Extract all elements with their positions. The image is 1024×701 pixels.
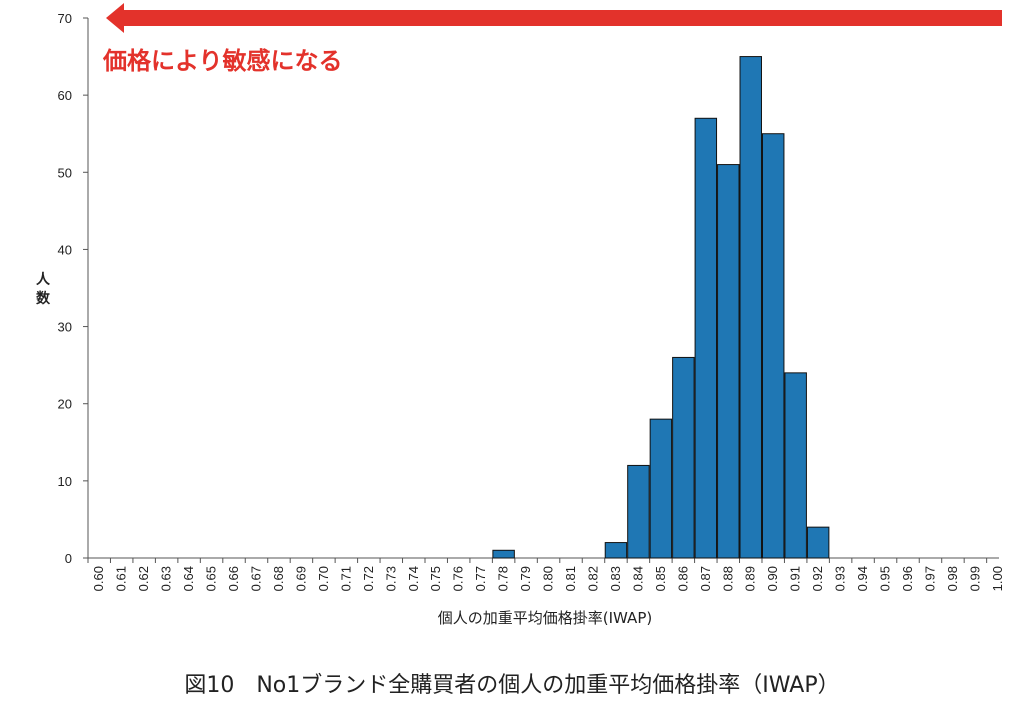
bar-0.87: [694, 117, 718, 559]
x-tick-label: 0.67: [248, 566, 263, 591]
bar-0.92: [806, 526, 830, 559]
x-tick-label: 0.81: [563, 566, 578, 591]
x-tick-label: 0.98: [945, 566, 960, 591]
x-tick-label: 1.00: [990, 566, 1005, 591]
x-tick-label: 0.90: [765, 566, 780, 591]
x-tick-label: 0.82: [585, 566, 600, 591]
bar-0.89: [739, 56, 762, 559]
x-tick-label: 0.86: [675, 566, 690, 591]
y-tick-label: 60: [58, 88, 72, 103]
y-axis-label: 人数: [36, 271, 51, 307]
bar-0.85: [649, 418, 673, 559]
bar-0.83: [604, 542, 628, 559]
y-tick-label: 40: [58, 242, 72, 257]
x-tick-label: 0.71: [338, 566, 353, 591]
x-tick-label: 0.95: [878, 566, 893, 591]
bars: [492, 56, 830, 559]
bar-0.84: [627, 464, 650, 559]
x-tick-label: 0.85: [653, 566, 668, 591]
x-tick-label: 0.65: [204, 566, 219, 591]
y-ticks: 0 10 20 30 40 50 60 70: [58, 11, 88, 566]
x-tick-label: 0.73: [383, 566, 398, 591]
x-tick-label: 0.69: [293, 566, 308, 591]
x-tick-label: 0.92: [810, 566, 825, 591]
x-tick-label: 0.74: [406, 566, 421, 591]
x-tick-label: 0.99: [967, 566, 982, 591]
x-tick-label: 0.63: [159, 566, 174, 591]
x-tick-label: 0.80: [541, 566, 556, 591]
x-tick-label: 0.83: [608, 566, 623, 591]
x-tick-label: 0.77: [473, 566, 488, 591]
x-tick-label: 0.93: [833, 566, 848, 591]
x-tick-label: 0.94: [855, 566, 870, 591]
x-tick-label: 0.68: [271, 566, 286, 591]
sensitivity-arrow: [106, 3, 1002, 33]
bar-0.86: [672, 356, 695, 559]
bar-0.91: [784, 372, 807, 559]
x-tick-label: 0.79: [518, 566, 533, 591]
x-tick-label: 0.75: [428, 566, 443, 591]
x-tick-label: 0.91: [788, 566, 803, 591]
x-axis-label: 個人の加重平均価格掛率(IWAP): [438, 609, 652, 627]
bar-0.88: [717, 164, 740, 559]
x-tick-label: 0.62: [136, 566, 151, 591]
x-tick-label: 0.70: [316, 566, 331, 591]
x-tick-label: 0.84: [630, 566, 645, 591]
x-tick-label: 0.60: [91, 566, 106, 591]
y-tick-label: 20: [58, 397, 72, 412]
y-tick-label: 10: [58, 474, 72, 489]
figure-caption: 図10 No1ブランド全購買者の個人の加重平均価格掛率（IWAP）: [184, 673, 839, 698]
x-tick-label: 0.66: [226, 566, 241, 591]
x-tick-label: 0.96: [900, 566, 915, 591]
y-tick-label: 50: [58, 165, 72, 180]
x-tick-label: 0.78: [496, 566, 511, 591]
x-tick-label: 0.64: [181, 566, 196, 591]
x-tick-label: 0.87: [698, 566, 713, 591]
x-tick-label: 0.76: [451, 566, 466, 591]
y-tick-label: 30: [58, 320, 72, 335]
sensitivity-note: 価格により敏感になる: [102, 47, 343, 75]
bar-0.90: [761, 133, 785, 559]
x-tick-label: 0.89: [743, 566, 758, 591]
x-tick-label: 0.72: [361, 566, 376, 591]
bar-0.78: [492, 549, 515, 559]
y-tick-label: 0: [65, 551, 72, 566]
y-tick-label: 70: [58, 11, 72, 26]
x-ticks: 0.60 0.61 0.62 0.63 0.64 0.65 0.66 0.67 0.68 0.69…: [87, 558, 1005, 591]
x-tick-label: 0.61: [114, 566, 129, 591]
x-tick-label: 0.97: [922, 566, 937, 591]
x-tick-label: 0.88: [720, 566, 735, 591]
